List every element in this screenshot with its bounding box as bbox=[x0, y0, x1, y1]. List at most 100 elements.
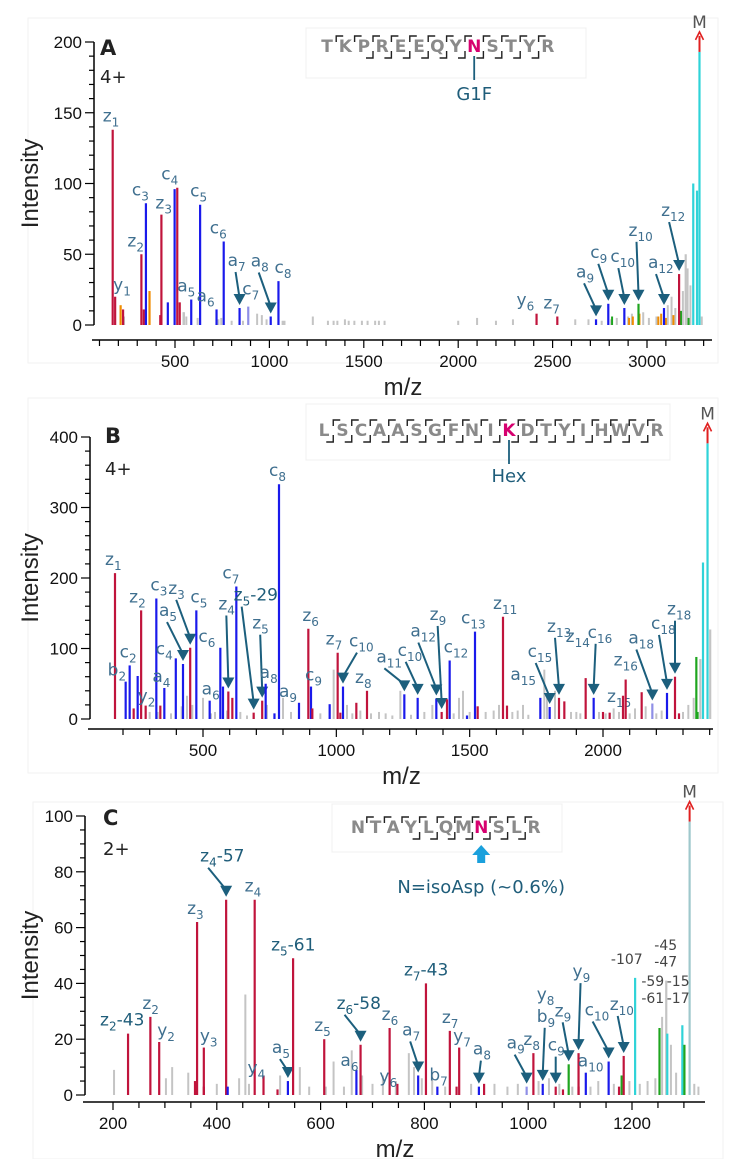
fragment-bracket-top bbox=[401, 816, 409, 823]
x-tick-label: 200 bbox=[99, 1114, 127, 1133]
y-tick-label: 0 bbox=[73, 316, 82, 335]
ion-label: z16 bbox=[614, 651, 638, 674]
residue: R bbox=[650, 421, 663, 441]
fragment-bracket-bottom bbox=[465, 832, 474, 840]
annotation-arrow-line bbox=[240, 606, 255, 703]
fragment-bracket-bottom bbox=[447, 832, 456, 840]
fragment-bracket-top bbox=[353, 35, 362, 42]
ion-label: c6 bbox=[210, 219, 227, 242]
ion-label: y3 bbox=[200, 1027, 218, 1050]
fragment-bracket-bottom bbox=[529, 435, 538, 443]
ion-label: c8 bbox=[269, 461, 286, 484]
y-tick-label: 60 bbox=[54, 919, 73, 938]
isoasp-arrow-icon bbox=[472, 845, 491, 863]
modification-label: G1F bbox=[456, 84, 492, 105]
ion-label: a9 bbox=[576, 262, 594, 285]
ion-label: c3 bbox=[132, 180, 149, 203]
annotation-arrow-line bbox=[591, 1021, 610, 1052]
residue: P bbox=[358, 37, 370, 57]
ion-label: z4 bbox=[218, 595, 235, 618]
residue: W bbox=[611, 421, 630, 441]
annotation-arrow-icon bbox=[233, 294, 246, 306]
fragment-bracket-bottom bbox=[531, 51, 540, 59]
ion-label: a7 bbox=[402, 1020, 420, 1043]
ion-label: z5 bbox=[314, 1016, 331, 1039]
ion-label: c12 bbox=[444, 637, 469, 660]
annotation-arrow-icon bbox=[618, 294, 631, 306]
residue: Y bbox=[449, 37, 463, 57]
fragment-bracket-top bbox=[647, 419, 655, 426]
residue: T bbox=[505, 37, 517, 57]
fragment-bracket-top bbox=[537, 35, 546, 42]
ion-label: a15 bbox=[510, 665, 536, 688]
residue: C bbox=[355, 421, 367, 441]
annotation-arrow-icon bbox=[590, 305, 603, 317]
ion-label: y1 bbox=[113, 276, 131, 299]
panel-a: 0 50 100 150 200 Intensity 500 1000 1500 2000 2500… bbox=[17, 13, 719, 401]
x-tick-label: 800 bbox=[410, 1114, 438, 1133]
residue: M bbox=[455, 818, 472, 838]
ion-label: z8 bbox=[523, 1030, 540, 1053]
fragment-bracket-bottom bbox=[483, 832, 491, 840]
fragment-bracket-bottom bbox=[513, 51, 521, 59]
ion-label: a8 bbox=[251, 252, 269, 275]
ion-label: z7-43 bbox=[404, 960, 448, 983]
annotation-arrow-line bbox=[175, 599, 192, 639]
ion-label: c16 bbox=[588, 623, 613, 646]
ion-label: a8 bbox=[473, 1040, 491, 1063]
ion-label: c7 bbox=[222, 563, 239, 586]
x-axis-title: m/z bbox=[384, 374, 423, 401]
fragment-bracket-top bbox=[427, 35, 436, 42]
annotation-arrow-line bbox=[534, 662, 551, 698]
annotation-arrow-icon bbox=[646, 689, 659, 701]
annotation-arrow-icon bbox=[553, 683, 565, 695]
neutral-loss-label: -61 bbox=[641, 991, 664, 1007]
fragment-bracket-bottom bbox=[366, 51, 374, 59]
fragment-bracket-bottom bbox=[640, 435, 649, 443]
annotation-arrow-icon bbox=[184, 633, 197, 645]
panel-letter: C bbox=[103, 806, 118, 830]
y-tick-label: 400 bbox=[50, 428, 78, 447]
ion-label: z2 bbox=[129, 587, 146, 610]
y-tick-label: 0 bbox=[64, 1086, 73, 1105]
fragment-bracket-bottom bbox=[494, 51, 503, 59]
annotation-arrow-line bbox=[583, 282, 597, 310]
fragment-bracket-top bbox=[369, 419, 378, 426]
ion-label: y6 bbox=[517, 291, 535, 314]
x-tick-label: 600 bbox=[306, 1114, 334, 1133]
x-tick-label: 1000 bbox=[317, 741, 355, 760]
residue: F bbox=[448, 421, 460, 441]
ion-label: a9 bbox=[279, 682, 297, 705]
y-axis-title: Intensity bbox=[17, 911, 44, 1000]
ion-label: z10 bbox=[629, 221, 653, 244]
ion-label: z2-43 bbox=[100, 1011, 144, 1034]
ion-label: z1 bbox=[105, 550, 122, 573]
annotation-arrow-icon bbox=[337, 672, 349, 684]
fragment-bracket-top bbox=[482, 35, 491, 42]
annotation-arrow-line bbox=[166, 621, 184, 655]
fragment-bracket-bottom bbox=[384, 51, 393, 59]
modification-label: N=isoAsp (~0.6%) bbox=[397, 877, 565, 898]
residue: K bbox=[339, 37, 353, 57]
annotation-arrow-icon bbox=[617, 1041, 630, 1053]
annotation-arrow-icon bbox=[536, 1069, 549, 1081]
ion-label: c2 bbox=[120, 642, 137, 665]
y-tick-label: 150 bbox=[54, 104, 82, 123]
ion-label: a8 bbox=[260, 663, 278, 686]
annotation-arrow-icon bbox=[661, 678, 673, 690]
charge-state: 4+ bbox=[105, 459, 132, 480]
annotation-arrow-icon bbox=[354, 1030, 367, 1042]
ion-label: a12 bbox=[648, 253, 674, 276]
ion-label: z6-58 bbox=[337, 994, 381, 1017]
panel-letter: A bbox=[100, 36, 117, 60]
x-tick-label: 2500 bbox=[534, 352, 572, 371]
annotation-arrow-line bbox=[436, 625, 443, 703]
annotation-arrow-icon bbox=[587, 683, 600, 695]
fragment-bracket-bottom bbox=[326, 435, 334, 443]
ion-label: c4 bbox=[161, 165, 178, 188]
y-tick-label: 0 bbox=[69, 710, 78, 729]
ion-label: y2 bbox=[138, 687, 156, 710]
y-axis-title: Intensity bbox=[17, 139, 44, 228]
